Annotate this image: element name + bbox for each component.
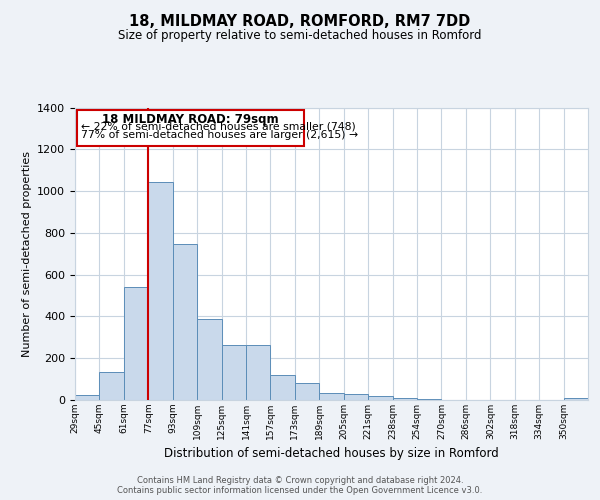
FancyBboxPatch shape: [77, 110, 304, 146]
X-axis label: Distribution of semi-detached houses by size in Romford: Distribution of semi-detached houses by …: [164, 448, 499, 460]
Bar: [417, 399, 442, 400]
Text: 18 MILDMAY ROAD: 79sqm: 18 MILDMAY ROAD: 79sqm: [102, 114, 279, 126]
Bar: [221, 344, 246, 400]
Text: Contains HM Land Registry data © Crown copyright and database right 2024.: Contains HM Land Registry data © Crown c…: [137, 476, 463, 485]
Bar: [368, 396, 392, 400]
Bar: [148, 182, 173, 400]
Bar: [271, 375, 295, 400]
Bar: [295, 384, 319, 400]
Bar: [392, 398, 417, 400]
Text: 77% of semi-detached houses are larger (2,615) →: 77% of semi-detached houses are larger (…: [80, 130, 358, 140]
Text: 18, MILDMAY ROAD, ROMFORD, RM7 7DD: 18, MILDMAY ROAD, ROMFORD, RM7 7DD: [130, 14, 470, 29]
Bar: [100, 372, 124, 400]
Text: Size of property relative to semi-detached houses in Romford: Size of property relative to semi-detach…: [118, 29, 482, 42]
Bar: [344, 394, 368, 400]
Bar: [319, 392, 344, 400]
Bar: [197, 318, 221, 400]
Y-axis label: Number of semi-detached properties: Number of semi-detached properties: [22, 151, 32, 357]
Bar: [124, 287, 148, 400]
Text: Contains public sector information licensed under the Open Government Licence v3: Contains public sector information licen…: [118, 486, 482, 495]
Bar: [563, 398, 588, 400]
Text: ← 22% of semi-detached houses are smaller (748): ← 22% of semi-detached houses are smalle…: [80, 122, 355, 132]
Bar: [246, 344, 271, 400]
Bar: [75, 395, 100, 400]
Bar: [173, 244, 197, 400]
